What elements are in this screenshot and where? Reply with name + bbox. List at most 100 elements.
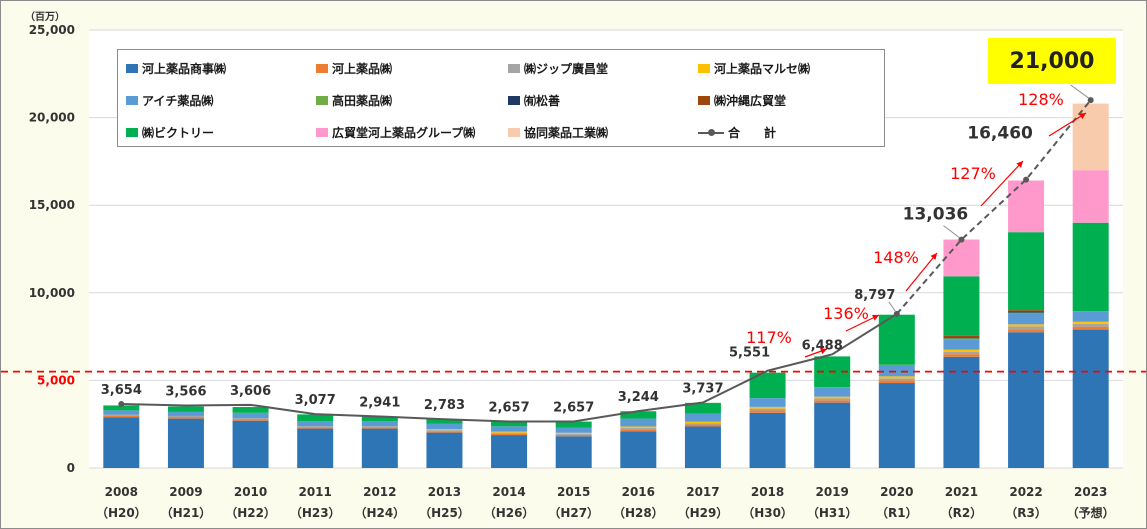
bar-segment (555, 433, 592, 435)
legend-item-kawakami-yakuhin: 河上薬品㈱ (316, 60, 392, 77)
x-tick-label-era: （R3） (1005, 505, 1047, 520)
growth-arrow-head (930, 253, 937, 260)
bar-segment (684, 424, 721, 427)
bar-segment (297, 426, 334, 428)
bar-segment (555, 436, 592, 468)
bar-segment (1072, 323, 1109, 327)
bar-segment (749, 398, 786, 407)
bar-segment (943, 339, 980, 350)
bar-segment (620, 426, 657, 428)
x-tick-label-year: 2020 (880, 485, 913, 499)
bar-segment (555, 434, 592, 437)
bar-segment (943, 349, 980, 352)
x-tick-label-year: 2015 (557, 485, 590, 499)
legend-item-aichi: アイチ薬品㈱ (126, 92, 213, 109)
x-tick-label-year: 2011 (298, 485, 331, 499)
x-tick-label-year: 2012 (363, 485, 396, 499)
bar-segment (814, 387, 851, 388)
x-tick-label-era: （H28） (613, 505, 664, 520)
bar-segment (943, 335, 980, 338)
bar-segment (943, 239, 980, 277)
total-point (1023, 176, 1030, 183)
growth-rate-label: 127% (950, 164, 996, 183)
legend-item-takata: 高田薬品㈱ (316, 92, 392, 109)
bar-segment (167, 411, 204, 416)
bar-segment (491, 421, 528, 427)
bar-segment (620, 411, 657, 419)
bar-segment (1072, 311, 1109, 322)
bar-segment (684, 413, 721, 422)
bar-segment (814, 398, 851, 401)
legend-line-swatch (698, 128, 724, 137)
x-tick-label-year: 2021 (945, 485, 978, 499)
total-label: 3,244 (618, 390, 659, 405)
legend-swatch (316, 128, 328, 137)
legend-label: ㈱沖縄広貿堂 (714, 94, 787, 108)
x-tick-label-year: 2014 (492, 485, 525, 499)
x-tick-label-era: （H25） (419, 505, 470, 520)
growth-arrow (905, 252, 938, 292)
label-leader-line (943, 225, 960, 239)
legend-item-kawakami-shoji: 河上薬品商事㈱ (126, 60, 226, 77)
growth-rate-label: 117% (746, 328, 792, 347)
bar-segment (103, 414, 140, 416)
bar-segment (167, 418, 204, 468)
total-label: 2,657 (553, 400, 594, 415)
x-tick-label-era: （H22） (225, 505, 276, 520)
growth-arrow-head (820, 348, 827, 355)
bar-segment (361, 421, 398, 427)
legend-item-victory: ㈱ビクトリー (126, 124, 214, 141)
bar-segment (491, 432, 528, 434)
bar-segment (167, 417, 204, 419)
bar-segment (878, 365, 915, 377)
total-label: 2,941 (359, 395, 400, 410)
bar-segment (878, 383, 915, 468)
x-tick-label-era: （R2） (941, 505, 983, 520)
bar-segment (297, 421, 334, 427)
bar-segment (814, 396, 851, 399)
total-label: 3,077 (295, 393, 336, 408)
bar-segment (814, 402, 851, 468)
legend-label: 高田薬品㈱ (332, 94, 393, 108)
growth-arrow (1048, 112, 1087, 137)
legend-label: アイチ薬品㈱ (142, 94, 214, 108)
label-leader-line (1070, 84, 1089, 99)
legend-swatch (126, 96, 138, 105)
legend-label: ㈲松善 (524, 94, 561, 108)
growth-rate-label: 128% (1018, 90, 1064, 109)
legend-swatch (126, 64, 138, 73)
bar-segment (684, 426, 721, 468)
bar-segment (232, 419, 269, 421)
total-label: 5,551 (729, 346, 770, 361)
bar-segment (167, 415, 204, 418)
x-tick-label-era: （H23） (290, 505, 341, 520)
x-tick-label-era: （H26） (484, 505, 535, 520)
bar-segment (361, 427, 398, 429)
bar-segment (878, 380, 915, 384)
legend-label: 河上薬品商事㈱ (142, 62, 227, 76)
legend-swatch (126, 128, 138, 137)
legend: 河上薬品商事㈱ 河上薬品㈱ ㈱ジップ廣昌堂 河上薬品マルセ㈱ アイチ薬品㈱ 高田… (117, 49, 885, 147)
growth-rate-label: 148% (873, 248, 919, 267)
bar-segment (1008, 311, 1045, 313)
total-label: 3,566 (165, 385, 206, 400)
total-label: 3,654 (101, 383, 142, 398)
total-point (1087, 97, 1094, 104)
x-tick-label-year: 2016 (622, 485, 655, 499)
legend-swatch (698, 64, 710, 73)
bar-segment (1008, 313, 1045, 325)
x-tick-label-era: （H20） (96, 505, 147, 520)
bar-segment (943, 351, 980, 355)
growth-arrow-head (1016, 161, 1023, 168)
bar-segment (491, 435, 528, 468)
legend-item-okinawa: ㈱沖縄広貿堂 (698, 92, 786, 109)
bar-segment (749, 406, 786, 409)
bar-segment (878, 378, 915, 381)
bar-segment (1072, 170, 1109, 223)
bar-segment (426, 419, 463, 424)
bar-segment (943, 354, 980, 357)
bar-segment (878, 376, 915, 379)
bar-segment (814, 387, 851, 397)
legend-label: 協同薬品工業㈱ (524, 126, 609, 140)
legend-swatch (316, 64, 328, 73)
